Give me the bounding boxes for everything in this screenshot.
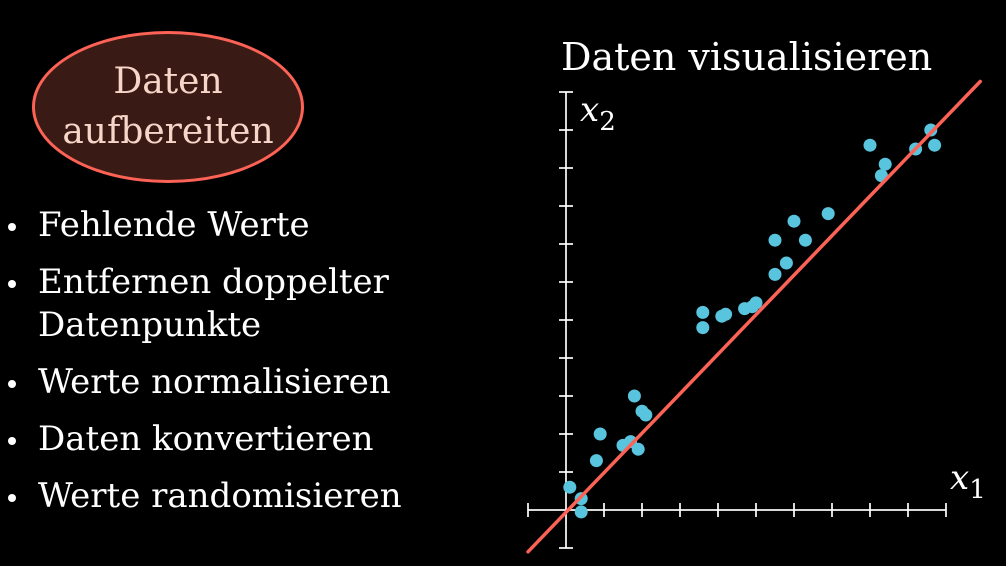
- data-point: [768, 267, 782, 281]
- data-point: [749, 296, 763, 310]
- data-point: [719, 307, 733, 321]
- y-axis-label: x2: [580, 90, 616, 137]
- list-item: Entfernen doppelter Datenpunkte: [6, 261, 402, 347]
- list-item: Daten konvertieren: [6, 418, 402, 461]
- x-axis-label: x1: [950, 458, 986, 505]
- data-point: [627, 389, 641, 403]
- data-point: [798, 233, 812, 247]
- data-point: [928, 138, 942, 152]
- list-item-text: Entfernen doppelter Datenpunkte: [38, 262, 389, 345]
- chart-title: Daten visualisieren: [561, 35, 933, 79]
- bullet-icon: [8, 437, 16, 445]
- data-point: [696, 321, 710, 335]
- data-point: [593, 427, 607, 441]
- prepare-data-badge: Daten aufbereiten: [32, 31, 304, 183]
- data-point: [639, 408, 653, 422]
- preparation-steps-list: Fehlende Werte Entfernen doppelter Daten…: [6, 204, 402, 532]
- axes: [527, 91, 947, 549]
- fit-line: [526, 79, 982, 554]
- bullet-icon: [8, 380, 16, 388]
- regression-line: [526, 79, 982, 554]
- list-item-text: Werte randomisieren: [38, 476, 402, 516]
- list-item-text: Fehlende Werte: [38, 205, 310, 245]
- data-point: [696, 305, 710, 319]
- data-point: [779, 256, 793, 270]
- list-item: Werte normalisieren: [6, 361, 402, 404]
- data-point: [563, 480, 577, 494]
- list-item: Fehlende Werte: [6, 204, 402, 247]
- list-item-text: Daten konvertieren: [38, 419, 374, 459]
- data-point: [574, 505, 588, 519]
- list-item: Werte randomisieren: [6, 475, 402, 518]
- data-point: [631, 442, 645, 456]
- axis-labels: x2 x1: [580, 90, 986, 505]
- data-point: [787, 214, 801, 228]
- list-item-text: Werte normalisieren: [38, 362, 391, 402]
- bullet-icon: [8, 223, 16, 231]
- bullet-icon: [8, 494, 16, 502]
- data-point: [863, 138, 877, 152]
- data-point: [589, 454, 603, 468]
- badge-label: Daten aufbereiten: [62, 61, 274, 152]
- bullet-icon: [8, 280, 16, 288]
- data-point: [768, 233, 782, 247]
- data-point: [878, 157, 892, 171]
- data-point: [924, 123, 938, 137]
- data-point: [821, 207, 835, 221]
